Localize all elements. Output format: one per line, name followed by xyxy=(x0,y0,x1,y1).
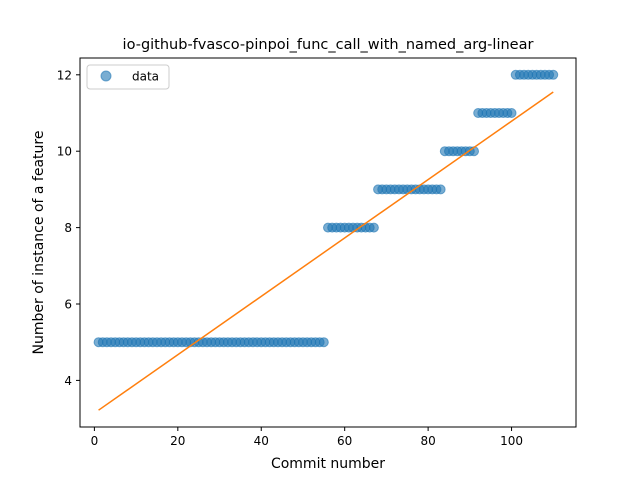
data-point xyxy=(368,222,379,233)
y-axis-ticks: 4 6 8 10 12 xyxy=(57,68,80,388)
chart-title: io-github-fvasco-pinpoi_func_call_with_n… xyxy=(123,37,534,53)
data-point xyxy=(506,108,517,119)
plot-frame xyxy=(79,57,577,428)
plot-marks xyxy=(93,69,559,411)
y-tick-label: 12 xyxy=(57,68,72,82)
x-axis-label: Commit number xyxy=(271,456,385,472)
y-tick-label: 4 xyxy=(64,374,72,388)
data-point xyxy=(435,184,446,195)
x-tick-label: 80 xyxy=(420,434,435,448)
y-tick-label: 8 xyxy=(64,221,72,235)
y-tick-label: 6 xyxy=(64,298,72,312)
data-point xyxy=(318,337,329,348)
x-tick-label: 0 xyxy=(91,434,99,448)
x-tick-label: 100 xyxy=(500,434,523,448)
data-point xyxy=(548,69,559,80)
legend-label-data: data xyxy=(132,70,159,84)
fit-line xyxy=(98,91,554,411)
x-tick-label: 20 xyxy=(170,434,185,448)
legend: data xyxy=(86,64,170,90)
legend-marker-data xyxy=(100,70,112,82)
y-tick-label: 10 xyxy=(57,145,72,159)
x-tick-label: 60 xyxy=(337,434,352,448)
x-axis-ticks: 0 20 40 60 80 100 xyxy=(91,427,523,448)
x-tick-label: 40 xyxy=(254,434,269,448)
y-axis-label: Number of instance of a feature xyxy=(31,131,47,355)
